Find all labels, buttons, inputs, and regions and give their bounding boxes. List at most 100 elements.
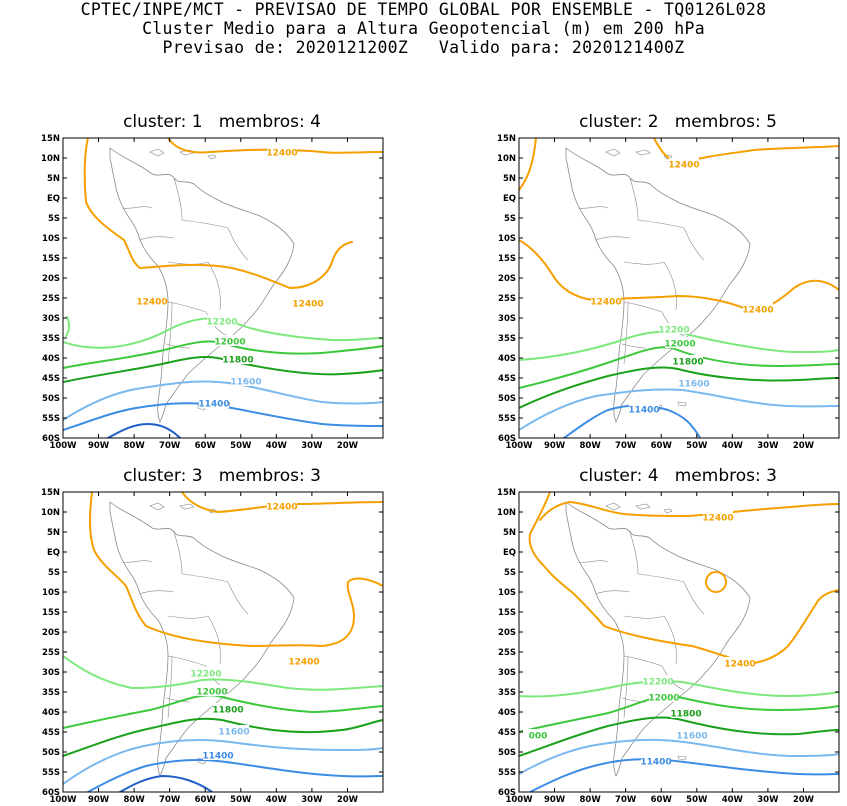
panel-title: cluster: 3 membros: 3 [123,466,321,486]
lon-tick-label: 40W [266,441,288,451]
lat-tick-label: 5S [48,568,60,578]
lon-tick-label: 90W [544,795,566,805]
lat-tick-label: 10S [498,234,516,244]
contour-line-12400 [539,500,839,521]
lat-tick-label: 30S [498,668,516,678]
contour-label: 12400 [702,514,733,524]
contour-label: 12400 [742,306,773,316]
contour-label: 11800 [212,706,243,716]
lat-tick-label: 60S [42,434,60,444]
island-outline [179,503,195,510]
lat-tick-label: 20S [498,628,516,638]
contour-label: 000 [529,732,548,742]
contour-label: 12000 [196,688,227,698]
island-outline [635,149,651,156]
contour-line-12400 [167,138,383,154]
lat-tick-label: 40S [42,354,60,364]
country-border [637,219,685,229]
contour-label: 12400 [266,503,297,513]
contour-label-bg [725,657,755,668]
country-border [621,343,647,349]
lat-tick-label: 50S [42,394,60,404]
map-panel-cluster-1: cluster: 1 membros: 4 12400 12400 12400 122… [22,112,422,452]
panel-title: cluster: 2 membros: 5 [579,112,777,132]
lat-tick-label: 50S [498,748,516,758]
lat-tick-label: 10N [497,154,516,164]
lon-tick-label: 30W [757,795,779,805]
lon-tick-label: 30W [301,441,323,451]
contour-label: 12000 [214,338,245,348]
lat-tick-label: 55S [42,414,60,424]
lon-tick-label: 70W [615,441,637,451]
contour-label-bg [643,675,673,686]
country-border [595,236,631,241]
lon-tick-label: 30W [757,441,779,451]
title-line-3: Previsao de: 2020121200Z Valido para: 20… [162,38,685,57]
contour-line-11200 [119,774,213,792]
country-border [121,560,153,563]
lat-tick-label: 55S [498,414,516,424]
lat-tick-label: 15S [42,608,60,618]
country-border [629,177,639,221]
country-border [205,311,229,337]
contour-line-12400 [705,571,728,593]
lat-tick-label: 20S [42,628,60,638]
contour-label: 11600 [678,380,709,390]
contour-label: 11600 [218,728,249,738]
lon-tick-label: 80W [580,795,602,805]
contour-label: 12400 [136,298,167,308]
contour-line-11600 [63,380,383,421]
lon-tick-label: 60W [195,795,217,805]
lat-tick-label: 10N [41,154,60,164]
country-border [623,655,663,667]
lat-tick-label: 10N [497,508,516,518]
lat-tick-label: 50S [498,394,516,404]
lon-tick-label: 80W [124,795,146,805]
lon-tick-label: 60W [195,441,217,451]
country-border [167,301,207,313]
lat-tick-label: 25S [42,648,60,658]
contour-line-12200 [63,317,383,349]
country-border [227,227,249,261]
contour-label-bg [199,397,229,408]
lat-tick-label: 15N [497,134,516,144]
title-line-1: CPTEC/INPE/MCT - PREVISAO DE TEMPO GLOBA… [80,0,767,19]
lat-tick-label: 10N [41,508,60,518]
coastline [565,501,751,777]
lat-tick-label: 15N [41,134,60,144]
contour-label: 11400 [198,400,229,410]
contour-label: 11400 [628,406,659,416]
lat-tick-label: EQ [47,194,60,204]
contour-line-11400 [87,758,383,792]
country-border [167,301,173,365]
contour-label-bg [673,355,703,366]
contour-label: 11400 [640,758,671,768]
lon-tick-label: 70W [159,441,181,451]
lat-tick-label: EQ [503,194,516,204]
country-border [167,615,209,619]
lon-tick-label: 20W [793,441,815,451]
contour-label: 12200 [658,326,689,336]
contour-label-bg [231,375,261,386]
contour-label-bg [293,297,323,308]
country-border [167,655,207,667]
country-border [683,581,705,615]
lat-tick-label: EQ [503,548,516,558]
lat-tick-label: 45S [42,374,60,384]
lon-tick-label: 30W [301,795,323,805]
lat-tick-label: 45S [498,728,516,738]
lat-tick-label: 40S [498,354,516,364]
lat-tick-label: 15S [498,608,516,618]
country-border [683,227,705,261]
lat-tick-label: 5N [503,528,516,538]
contour-line-11600 [519,738,839,775]
contour-line-12200 [63,655,383,691]
figure-title: CPTEC/INPE/MCT - PREVISAO DE TEMPO GLOBA… [0,0,847,57]
lat-tick-label: 15S [498,254,516,264]
lon-tick-label: 60W [651,441,673,451]
lat-tick-label: 50S [42,748,60,758]
country-border [207,615,221,665]
contour-line-11400 [529,758,839,792]
map-frame [62,491,384,793]
lon-tick-label: 40W [722,795,744,805]
